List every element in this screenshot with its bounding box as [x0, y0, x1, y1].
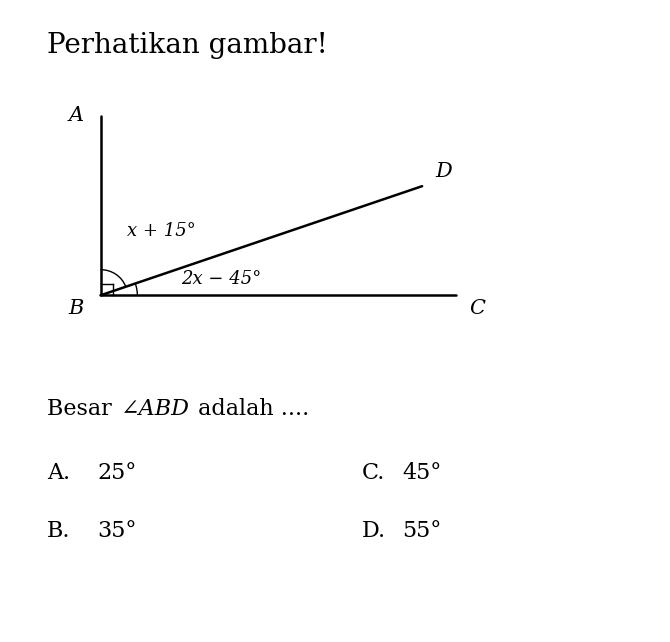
Text: 25°: 25°: [97, 462, 137, 484]
Text: A: A: [68, 106, 84, 125]
Text: C.: C.: [362, 462, 385, 484]
Text: B.: B.: [47, 520, 70, 542]
Text: A.: A.: [47, 462, 70, 484]
Text: Perhatikan gambar!: Perhatikan gambar!: [47, 32, 328, 59]
Text: 55°: 55°: [402, 520, 442, 542]
Text: ∠ABD: ∠ABD: [121, 398, 190, 420]
Text: x + 15°: x + 15°: [127, 222, 196, 240]
Text: C: C: [469, 299, 485, 318]
Text: adalah ....: adalah ....: [191, 398, 309, 420]
Text: 2x − 45°: 2x − 45°: [181, 270, 261, 288]
Text: D.: D.: [362, 520, 386, 542]
Text: Besar: Besar: [47, 398, 119, 420]
Text: B: B: [68, 299, 84, 318]
Text: 35°: 35°: [97, 520, 137, 542]
Text: D: D: [436, 162, 452, 182]
Text: 45°: 45°: [402, 462, 442, 484]
